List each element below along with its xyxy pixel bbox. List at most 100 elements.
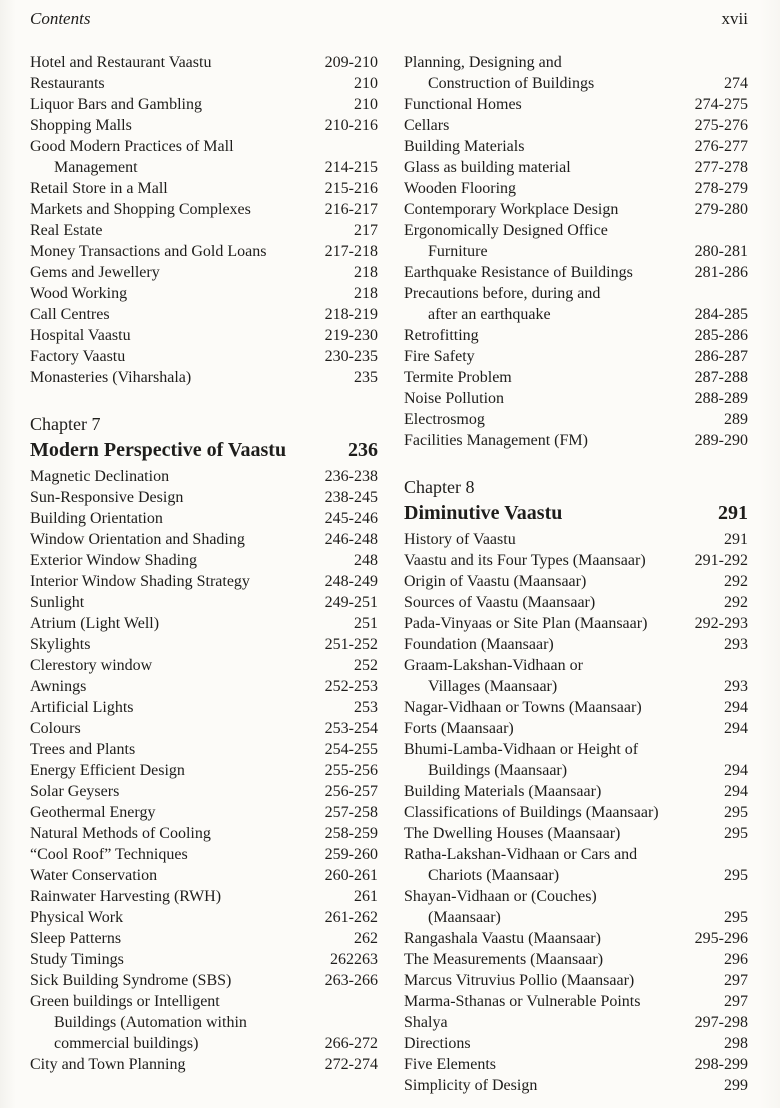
toc-entry-title: Vaastu and its Four Types (Maansaar) [404, 552, 646, 569]
toc-column-left: Hotel and Restaurant Vaastu 209-210 Restau… [30, 52, 378, 1096]
toc-entry-pages: 284-285 [694, 306, 748, 323]
toc-entry-pages: 262 [354, 930, 378, 947]
toc-entry: Green buildings or Intelligent Buildings … [30, 991, 378, 1054]
toc-entry: Rainwater Harvesting (RWH) 261 [30, 886, 378, 907]
chapter-title-row: Diminutive Vaastu 291 [404, 500, 748, 526]
toc-entry-title: Good Modern Practices of Mall Management [30, 138, 234, 176]
toc-entry: Factory Vaastu 230-235 [30, 346, 378, 367]
toc-entry-pages: 289-290 [694, 432, 748, 449]
toc-entry-title: The Dwelling Houses (Maansaar) [404, 825, 621, 842]
toc-entry: Fire Safety 286-287 [404, 346, 748, 367]
toc-entry-title: Foundation (Maansaar) [404, 636, 554, 653]
toc-entry: Pada-Vinyaas or Site Plan (Maansaar) 292-… [404, 613, 748, 634]
toc-entry-title: Glass as building material [404, 159, 571, 176]
toc-entry-title: Sleep Patterns [30, 930, 122, 947]
toc-entry-pages: 295 [724, 825, 748, 842]
toc-entry: Bhumi-Lamba-Vidhaan or Height of Building… [404, 739, 748, 781]
chapter-pages: 236 [348, 439, 378, 461]
toc-entry: Restaurants 210 [30, 73, 378, 94]
toc-entry: Interior Window Shading Strategy 248-249 [30, 571, 378, 592]
toc-entry-pages: 291 [724, 531, 748, 548]
toc-entry-title: Shopping Malls [30, 117, 132, 134]
toc-entry-title: Sun-Responsive Design [30, 489, 184, 506]
toc-entry-pages: 236-238 [324, 468, 378, 485]
toc-entry-pages: 288-289 [694, 390, 748, 407]
toc-entry-pages: 299 [724, 1077, 748, 1094]
toc-entry: Sick Building Syndrome (SBS) 263-266 [30, 970, 378, 991]
toc-entry-pages: 256-257 [324, 783, 378, 800]
toc-entry-pages: 295 [724, 909, 748, 926]
toc-entry: Energy Efficient Design 255-256 [30, 760, 378, 781]
chapter-title: Diminutive Vaastu [404, 502, 563, 524]
toc-column-right: Planning, Designing and Construction of B… [404, 52, 748, 1096]
toc-entry: Graam-Lakshan-Vidhaan or Villages (Maansa… [404, 655, 748, 697]
toc-entry: Sunlight 249-251 [30, 592, 378, 613]
toc-entry-title: Building Materials [404, 138, 525, 155]
toc-entry-pages: 218 [354, 264, 378, 281]
toc-entry: Magnetic Declination 236-238 [30, 466, 378, 487]
toc-entry: Real Estate 217 [30, 220, 378, 241]
toc-entry-pages: 252 [354, 657, 378, 674]
toc-entry-pages: 246-248 [324, 531, 378, 548]
toc-entry-title: Interior Window Shading Strategy [30, 573, 250, 590]
toc-entry-title: City and Town Planning [30, 1056, 186, 1073]
toc-entry-title: Fire Safety [404, 348, 475, 365]
toc-entry: Geothermal Energy 257-258 [30, 802, 378, 823]
toc-entry-pages: 266-272 [324, 1035, 378, 1052]
toc-entry: Hospital Vaastu 219-230 [30, 325, 378, 346]
toc-entry-pages: 245-246 [324, 510, 378, 527]
toc-entry-pages: 294 [724, 783, 748, 800]
toc-entry-pages: 214-215 [324, 159, 378, 176]
toc-entry-title: The Measurements (Maansaar) [404, 951, 604, 968]
toc-entry-pages: 295 [724, 804, 748, 821]
toc-entry-title: Origin of Vaastu (Maansaar) [404, 573, 587, 590]
toc-entry-title: Five Elements [404, 1056, 496, 1073]
toc-entry-title: Gems and Jewellery [30, 264, 160, 281]
toc-entry: City and Town Planning 272-274 [30, 1054, 378, 1075]
toc-entry: Planning, Designing and Construction of B… [404, 52, 748, 94]
toc-entry-pages: 298 [724, 1035, 748, 1052]
toc-entry-pages: 287-288 [694, 369, 748, 386]
chapter-label: Chapter 8 [404, 477, 475, 497]
toc-entry-pages: 278-279 [694, 180, 748, 197]
toc-entry: Noise Pollution 288-289 [404, 388, 748, 409]
toc-entry-pages: 258-259 [324, 825, 378, 842]
toc-entry: Earthquake Resistance of Buildings 281-28… [404, 262, 748, 283]
toc-entry-title: Directions [404, 1035, 471, 1052]
toc-entry-title: Clerestory window [30, 657, 153, 674]
toc-entry-pages: 238-245 [324, 489, 378, 506]
toc-entry-pages: 277-278 [694, 159, 748, 176]
toc-entry-pages: 295 [724, 867, 748, 884]
toc-entry-pages: 210 [354, 75, 378, 92]
toc-entry: Shayan-Vidhaan or (Couches) (Maansaar) 295 [404, 886, 748, 928]
toc-entry: Simplicity of Design 299 [404, 1075, 748, 1096]
toc-entry: Exterior Window Shading 248 [30, 550, 378, 571]
toc-entry: Solar Geysers 256-257 [30, 781, 378, 802]
chapter-heading: Chapter 7 Modern Perspective of Vaastu 236 [30, 412, 378, 463]
toc-entry-pages: 251-252 [324, 636, 378, 653]
toc-entry-pages: 215-216 [324, 180, 378, 197]
toc-entry-title: Shayan-Vidhaan or (Couches) (Maansaar) [404, 888, 597, 926]
toc-entry: Sleep Patterns 262 [30, 928, 378, 949]
toc-entry: Awnings 252-253 [30, 676, 378, 697]
toc-entry-pages: 274-275 [694, 96, 748, 113]
toc-entry-pages: 298-299 [694, 1056, 748, 1073]
chapter-label: Chapter 7 [30, 414, 101, 434]
toc-entry-title: Rangashala Vaastu (Maansaar) [404, 930, 601, 947]
page-header: Contents xvii [30, 8, 748, 30]
toc-entry-pages: 252-253 [324, 678, 378, 695]
toc-entry: Clerestory window 252 [30, 655, 378, 676]
toc-entry-pages: 251 [354, 615, 378, 632]
toc-entry-pages: 261-262 [324, 909, 378, 926]
toc-entry: Markets and Shopping Complexes 216-217 [30, 199, 378, 220]
toc-entry: Termite Problem 287-288 [404, 367, 748, 388]
toc-entry-title: Simplicity of Design [404, 1077, 538, 1094]
toc-entry: Water Conservation 260-261 [30, 865, 378, 886]
toc-entry-title: Pada-Vinyaas or Site Plan (Maansaar) [404, 615, 648, 632]
toc-entry-title: Graam-Lakshan-Vidhaan or Villages (Maansa… [404, 657, 583, 695]
toc-entry-pages: 295-296 [694, 930, 748, 947]
toc-entry-title: Window Orientation and Shading [30, 531, 245, 548]
toc-entry-title: Call Centres [30, 306, 110, 323]
toc-entry-title: History of Vaastu [404, 531, 516, 548]
toc-entry-pages: 279-280 [694, 201, 748, 218]
